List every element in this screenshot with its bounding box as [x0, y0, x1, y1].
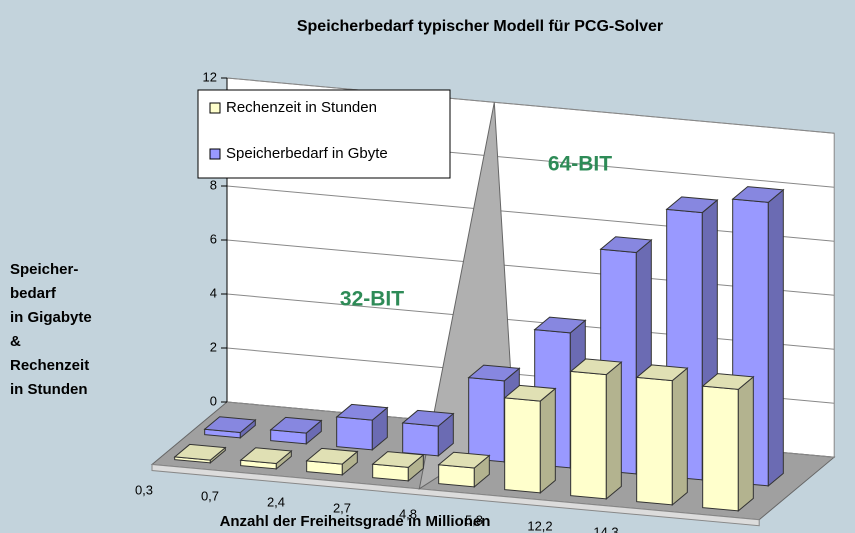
bar-front: [336, 416, 373, 451]
x-tick-label: 2,4: [267, 494, 285, 509]
bar-front: [636, 376, 673, 506]
bar-side: [737, 375, 754, 512]
x-tick-label: 14,3: [593, 524, 618, 533]
y-axis-title: in Gigabyte: [10, 309, 92, 326]
legend-box: [197, 89, 451, 179]
bar-side: [539, 387, 556, 494]
annotation: 64-BIT: [548, 153, 612, 176]
bar-side: [767, 188, 784, 487]
x-tick-label: 4,8: [399, 506, 417, 521]
y-axis-title: in Stunden: [10, 381, 88, 398]
bar-top: [665, 196, 719, 214]
bar-top: [599, 236, 653, 253]
bar-side: [605, 361, 622, 500]
y-tick-label: 2: [210, 339, 217, 354]
legend-swatch: [209, 148, 221, 160]
bar-top: [635, 364, 689, 382]
y-tick-label: 6: [210, 231, 217, 246]
bar-top: [701, 373, 755, 390]
floor-edge: [151, 463, 760, 527]
x-tick-label: 0,3: [135, 482, 153, 497]
bar-top: [371, 451, 425, 468]
x-tick-label: 15,2: [659, 530, 684, 533]
legend-swatch: [209, 102, 221, 114]
legend-label: Speicherbedarf in Gbyte: [226, 145, 388, 162]
bar-top: [437, 451, 491, 469]
bar-top: [569, 358, 623, 376]
bar-front: [438, 464, 475, 488]
chart-title: Speicherbedarf typischer Modell für PCG-…: [297, 18, 663, 35]
bar-top: [173, 443, 227, 461]
bar-top: [503, 384, 557, 402]
y-axis-title: bedarf: [10, 285, 57, 302]
bar-top: [401, 409, 455, 427]
x-tick-label: 5,8: [465, 512, 483, 527]
bar-top: [731, 186, 785, 203]
annotation: 32-BIT: [340, 288, 404, 311]
bar-front: [468, 377, 505, 463]
bar-front: [402, 422, 439, 457]
grid-line: [226, 77, 835, 134]
x-tick-label: 2,7: [333, 500, 351, 515]
y-tick-label: 8: [210, 177, 217, 192]
y-tick-label: 4: [210, 285, 217, 300]
bar-top: [533, 316, 587, 334]
bar-front: [702, 385, 739, 512]
bar-top: [239, 447, 293, 464]
bar-side: [671, 367, 688, 506]
y-tick-label: 0: [210, 393, 217, 408]
y-axis-title: Speicher-: [10, 261, 78, 278]
bar-top: [335, 403, 389, 421]
bar-top: [305, 447, 359, 465]
bar-top: [467, 364, 521, 382]
y-axis-title: &: [10, 333, 21, 350]
y-axis-title: Rechenzeit: [10, 357, 89, 374]
x-tick-label: 0,7: [201, 488, 219, 503]
bar-front: [504, 397, 541, 494]
bar-front: [570, 370, 607, 500]
bar-top: [203, 416, 257, 433]
legend-label: Rechenzeit in Stunden: [226, 99, 377, 116]
bar-top: [269, 416, 323, 434]
y-tick-label: 12: [203, 69, 217, 84]
x-tick-label: 12,2: [527, 518, 552, 533]
x-axis-title: Anzahl der Freiheitsgrade in Millionen: [220, 513, 491, 530]
